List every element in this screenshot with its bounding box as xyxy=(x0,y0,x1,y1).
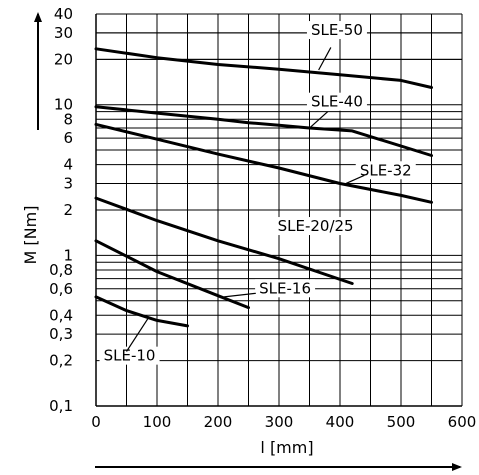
grid xyxy=(95,13,463,407)
curve-label-background xyxy=(306,92,367,111)
y-tick-label: 0,1 xyxy=(49,397,73,415)
x-tick-label: 400 xyxy=(326,413,355,431)
x-tick-label: 200 xyxy=(204,413,233,431)
series-lines xyxy=(94,47,433,328)
series-line xyxy=(94,239,250,310)
y-tick-label: 1 xyxy=(63,246,73,264)
curve-label: SLE-20/25 xyxy=(278,217,354,235)
y-tick-label: 0,6 xyxy=(49,280,73,298)
y-tick-label: 6 xyxy=(63,129,73,147)
axes xyxy=(95,14,462,407)
curve-label-background xyxy=(355,161,416,180)
curve-label-background xyxy=(306,21,367,40)
curve-label: SLE-32 xyxy=(360,161,412,179)
y-tick-label: 8 xyxy=(63,110,73,128)
curve-label-leader xyxy=(125,318,149,352)
x-tick-label: 100 xyxy=(143,413,172,431)
curve-label-leader xyxy=(309,111,329,129)
y-tick-label: 4 xyxy=(63,156,73,174)
series-line xyxy=(94,196,354,285)
curve-label-background xyxy=(272,217,360,236)
y-tick-label: 40 xyxy=(54,5,73,23)
x-tick-label: 300 xyxy=(265,413,294,431)
y-tick-label: 10 xyxy=(54,96,73,114)
curve-label: SLE-16 xyxy=(259,279,311,297)
series-line xyxy=(94,105,433,157)
series-line xyxy=(94,47,433,89)
x-tick-label: 500 xyxy=(387,413,416,431)
curve-label: SLE-10 xyxy=(104,347,156,365)
curve-labels: SLE-50 SLE-40 SLE-32 SLE-20/25 SLE-16 SLE-10 xyxy=(99,21,416,365)
curve-label-leader xyxy=(224,292,256,298)
curve-label: SLE-40 xyxy=(311,93,363,111)
curve-label-leader xyxy=(318,47,332,71)
y-tick-label: 0,3 xyxy=(49,325,73,343)
y-tick-label: 3 xyxy=(63,174,73,192)
series-line xyxy=(94,122,433,204)
y-tick-label: 30 xyxy=(54,24,73,42)
x-axis-label: l [mm] xyxy=(260,438,313,457)
y-axis-label: M [Nm] xyxy=(21,206,40,265)
x-tick-label: 600 xyxy=(448,413,477,431)
curve-label-background xyxy=(255,279,316,298)
y-tick-label: 2 xyxy=(63,201,73,219)
series-line xyxy=(94,295,189,328)
tick-labels: 0 100 200 300 400 500 600 0,1 0,2 0,30,4 0,60,81 2 3… xyxy=(49,5,476,431)
curve-label-background xyxy=(99,346,160,365)
y-tick-label: 0,2 xyxy=(49,352,73,370)
curve-label-leader xyxy=(345,174,365,185)
curve-label: SLE-50 xyxy=(311,21,363,39)
y-tick-label: 0,4 xyxy=(49,306,73,324)
y-tick-label: 20 xyxy=(54,50,73,68)
x-tick-label: 0 xyxy=(91,413,101,431)
y-tick-label: 0,8 xyxy=(49,261,73,279)
